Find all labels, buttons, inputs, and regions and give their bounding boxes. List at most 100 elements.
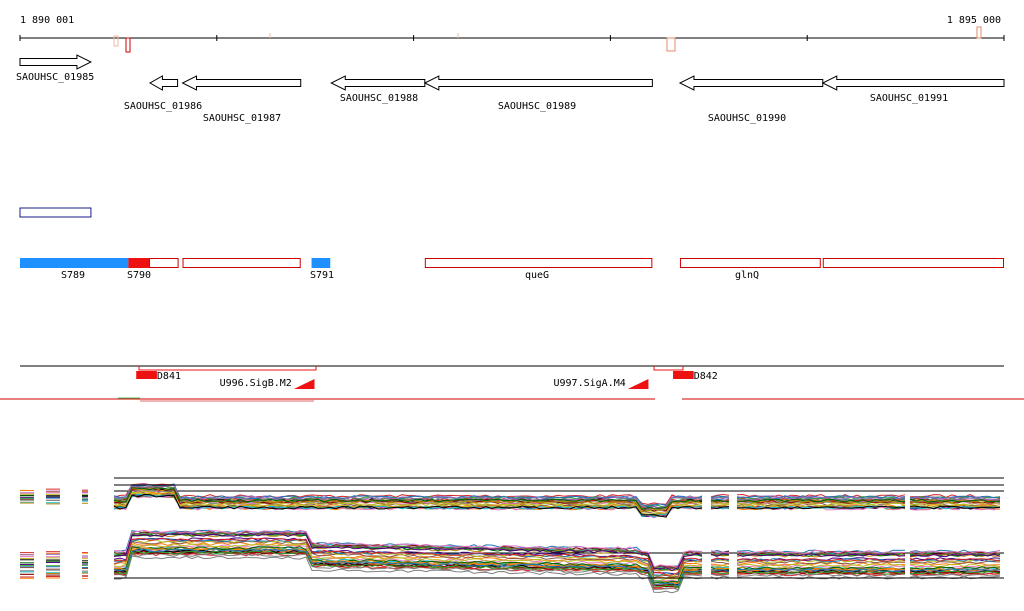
- expression-trace: [710, 500, 730, 503]
- expression-trace: [909, 560, 1001, 565]
- feature-box[interactable]: [20, 258, 129, 268]
- expression-trace: [113, 533, 703, 572]
- expression-trace: [710, 560, 730, 565]
- expression-trace: [113, 492, 703, 515]
- gene-arrow[interactable]: [149, 75, 179, 91]
- expression-trace: [710, 566, 730, 569]
- expression-trace: [113, 543, 702, 582]
- expression-trace: [113, 550, 703, 589]
- expression-trace: [736, 568, 906, 573]
- gene-arrow[interactable]: [821, 75, 1005, 91]
- coordinate-ruler: 1 890 001 1 895 000: [19, 15, 1005, 53]
- expression-trace: [736, 570, 906, 575]
- expression-trace: [710, 562, 730, 566]
- expression-trace: [736, 496, 906, 501]
- feature-box[interactable]: [679, 258, 821, 268]
- expression-trace: [909, 549, 1001, 554]
- feature-label: S789: [61, 270, 85, 281]
- gene-label: SAOUHSC_01990: [708, 113, 786, 124]
- expression-trace: [736, 495, 906, 500]
- regulatory-label: D841: [157, 371, 181, 382]
- expression-profiles: [20, 477, 1004, 594]
- expression-trace: [710, 573, 730, 576]
- expression-trace: [909, 564, 1001, 569]
- feature-track: S789 S790 S791 queG glnQ: [19, 207, 1004, 281]
- feature-label: S790: [127, 270, 151, 281]
- gene-label: SAOUHSC_01989: [498, 101, 576, 112]
- ruler-marker: [125, 37, 131, 53]
- gene-arrow[interactable]: [423, 75, 653, 91]
- expression-trace: [113, 482, 702, 505]
- expression-trace: [736, 564, 906, 569]
- expression-trace: [114, 555, 703, 594]
- feature-box[interactable]: [128, 258, 150, 268]
- expression-trace: [909, 499, 1001, 504]
- expression-trace: [113, 484, 703, 509]
- expression-trace: [710, 558, 730, 562]
- gene-arrow[interactable]: [330, 75, 426, 91]
- regulatory-triangle[interactable]: [293, 379, 315, 389]
- gene-arrow[interactable]: [19, 54, 93, 70]
- feature-label: queG: [525, 270, 549, 281]
- gene-arrow[interactable]: [678, 75, 824, 91]
- feature-box[interactable]: [311, 258, 331, 268]
- ruler-ticks: [19, 35, 1005, 41]
- expression-trace: [113, 539, 703, 577]
- expression-trace: [736, 557, 906, 562]
- regulatory-span: [138, 366, 317, 371]
- expression-trace: [710, 550, 730, 554]
- regulatory-label: U996.SigB.M2: [220, 378, 292, 389]
- regulatory-label: U997.SigA.M4: [553, 378, 625, 389]
- expression-trace: [710, 493, 730, 498]
- expression-trace: [909, 496, 1001, 501]
- expression-trace: [909, 500, 1001, 504]
- expression-trace: [114, 488, 703, 513]
- expression-trace: [736, 551, 906, 556]
- regulatory-track: D841 U996.SigB.M2 U997.SigA.M4 D842: [0, 365, 1024, 402]
- expression-trace: [710, 501, 729, 505]
- gene-label: SAOUHSC_01987: [203, 113, 281, 124]
- expression-trace: [736, 549, 906, 554]
- expression-trace: [736, 549, 906, 554]
- expression-trace: [710, 505, 730, 510]
- expression-trace: [909, 498, 1001, 503]
- regulatory-box[interactable]: [673, 371, 694, 379]
- expression-trace: [710, 557, 730, 561]
- gene-label: SAOUHSC_01986: [124, 101, 202, 112]
- regulatory-triangle[interactable]: [627, 379, 649, 389]
- expression-trace: [909, 563, 1001, 568]
- feature-box[interactable]: [822, 258, 1004, 268]
- expression-trace: [710, 571, 730, 575]
- expression-trace: [113, 537, 703, 576]
- ruler-end-label: 1 895 000: [947, 15, 1001, 26]
- expression-trace: [909, 503, 1001, 508]
- expression-trace: [736, 501, 906, 506]
- feature-label: S791: [310, 270, 334, 281]
- feature-box[interactable]: [149, 258, 179, 268]
- expression-trace: [710, 506, 730, 510]
- gene-arrow[interactable]: [181, 75, 302, 91]
- expression-trace: [710, 496, 730, 500]
- expression-trace: [113, 533, 703, 572]
- gene-label: SAOUHSC_01988: [340, 93, 418, 104]
- expression-trace: [710, 568, 730, 573]
- regulatory-box[interactable]: [136, 371, 157, 379]
- expression-trace: [113, 541, 703, 580]
- expression-trace: [909, 553, 1001, 558]
- feature-box[interactable]: [19, 207, 92, 218]
- expression-trace: [710, 495, 730, 499]
- feature-box[interactable]: [182, 258, 301, 268]
- regulatory-label: D842: [694, 371, 718, 382]
- ruler-marker: [113, 35, 119, 47]
- ruler-start-label: 1 890 001: [20, 15, 74, 26]
- expression-trace: [113, 493, 703, 518]
- expression-trace: [710, 504, 730, 507]
- expression-trace: [113, 529, 703, 568]
- expression-trace: [113, 487, 703, 510]
- ruler-marker: [976, 26, 982, 39]
- expression-trace: [909, 557, 1001, 562]
- expression-trace: [736, 505, 906, 510]
- feature-box[interactable]: [424, 258, 653, 268]
- gene-label: SAOUHSC_01985: [16, 72, 94, 83]
